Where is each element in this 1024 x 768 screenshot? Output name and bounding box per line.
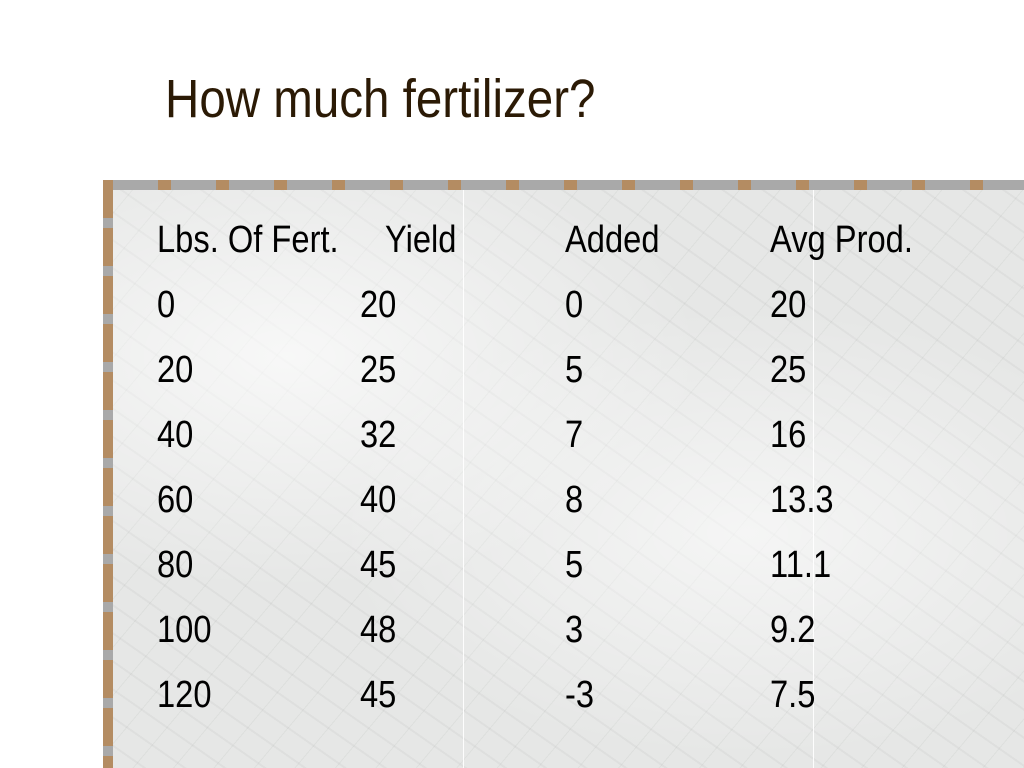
table-cell: 80 [157, 544, 194, 586]
table-cell: 40 [157, 414, 194, 456]
table-cell: 25 [360, 349, 397, 391]
table-cell: 5 [565, 544, 584, 586]
table-cell: -3 [565, 674, 595, 716]
header-cell: Added [565, 219, 660, 261]
table-cell: 100 [157, 609, 212, 651]
table-cell: 32 [360, 414, 397, 456]
header-cell: Avg Prod. [770, 219, 913, 261]
column-divider [463, 190, 464, 768]
table-cell: 48 [360, 609, 397, 651]
table-cell: 7.5 [770, 674, 816, 716]
table-cell: 7 [565, 414, 584, 456]
table-cell: 120 [157, 674, 212, 716]
table-cell: 60 [157, 479, 194, 521]
table-cell: 20 [360, 284, 397, 326]
table-cell: 11.1 [770, 544, 832, 586]
slide-title: How much fertilizer? [165, 69, 596, 129]
table-cell: 16 [770, 414, 807, 456]
border-left [103, 180, 113, 768]
table-cell: 3 [565, 609, 584, 651]
table-panel: Lbs. Of Fert. Yield Added Avg Prod. 0 20 0 20 20… [103, 180, 1024, 768]
table-cell: 0 [565, 284, 584, 326]
header-cell: Lbs. Of Fert. [157, 219, 339, 261]
column-divider [813, 190, 814, 768]
table-cell: 8 [565, 479, 584, 521]
header-cell: Yield [385, 219, 457, 261]
table-cell: 9.2 [770, 609, 816, 651]
table-cell: 20 [157, 349, 194, 391]
table-cell: 13.3 [770, 479, 834, 521]
table-cell: 45 [360, 544, 397, 586]
border-top [103, 180, 1024, 190]
table-cell: 40 [360, 479, 397, 521]
table-cell: 45 [360, 674, 397, 716]
table-cell: 25 [770, 349, 807, 391]
table-cell: 5 [565, 349, 584, 391]
table-cell: 20 [770, 284, 807, 326]
table-cell: 0 [157, 284, 176, 326]
